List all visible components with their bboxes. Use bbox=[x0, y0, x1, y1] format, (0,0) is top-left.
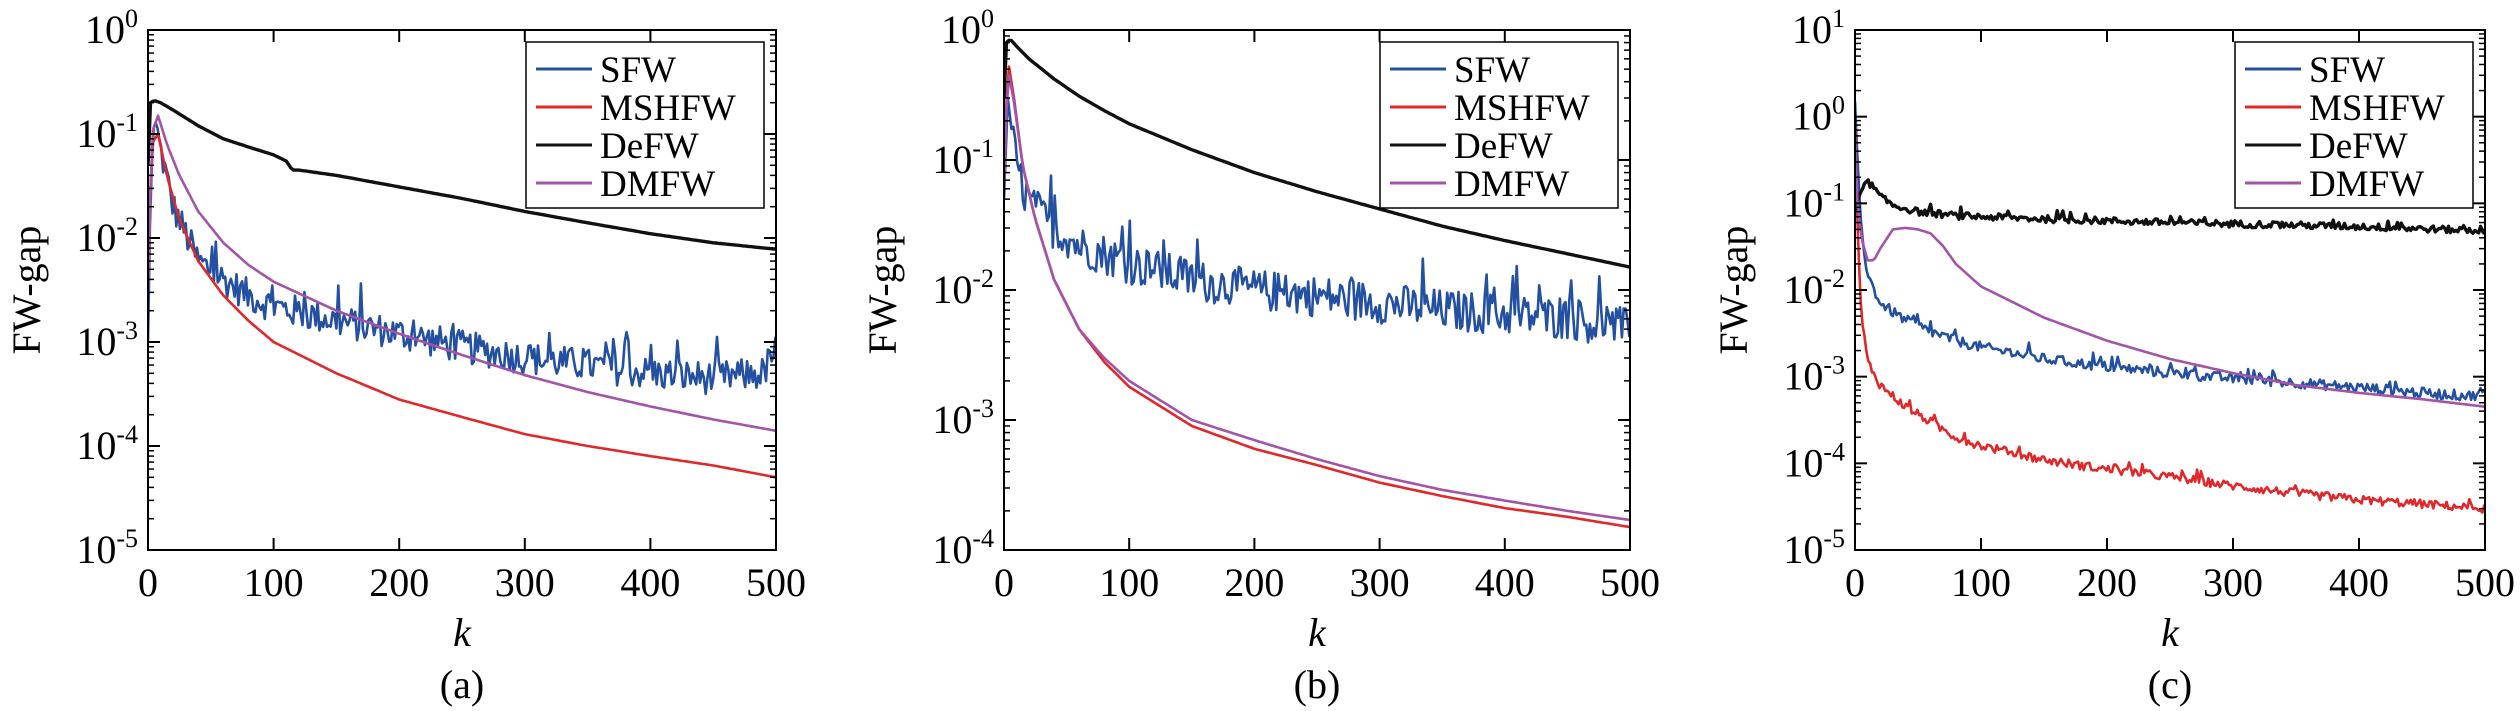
y-tick-label: 10-3 bbox=[932, 394, 994, 442]
x-tick-label: 300 bbox=[2203, 560, 2263, 605]
legend-label-defw: DeFW bbox=[1454, 126, 1553, 167]
axes-frame bbox=[147, 29, 777, 551]
panel-label: (c) bbox=[2148, 662, 2192, 707]
panel-c: 0 100 200 300 400 500 10-5 10-4 10-3 10-2 10-1 100 1… bbox=[1711, 4, 2515, 707]
legend-label-dmfw: DMFW bbox=[1454, 164, 1569, 205]
legend-label-mshfw: MSHFW bbox=[600, 88, 736, 129]
x-tick-label: 500 bbox=[746, 560, 806, 605]
x-tick-label: 500 bbox=[1600, 560, 1660, 605]
legend-label-mshfw: MSHFW bbox=[1454, 88, 1590, 129]
series-line-defw bbox=[1004, 38, 1630, 269]
y-tick-label: 10-4 bbox=[76, 420, 138, 468]
series-line-sfw bbox=[1855, 101, 2485, 402]
y-tick-label: 10-1 bbox=[76, 108, 138, 156]
x-tick-label: 500 bbox=[2455, 560, 2515, 605]
y-tick-label: 10-2 bbox=[932, 264, 994, 312]
panel-label: (a) bbox=[440, 662, 484, 707]
series-line-sfw bbox=[1004, 96, 1630, 344]
y-tick-label: 100 bbox=[941, 4, 994, 52]
x-tick-label: 100 bbox=[1099, 560, 1159, 605]
legend-label-sfw: SFW bbox=[2309, 50, 2385, 91]
y-tick-label: 101 bbox=[1792, 4, 1845, 52]
y-tick-label: 10-4 bbox=[932, 524, 994, 572]
x-axis-label: k bbox=[453, 610, 472, 655]
legend-label-dmfw: DMFW bbox=[600, 164, 715, 205]
y-tick-label: 10-3 bbox=[76, 316, 138, 364]
x-axis-label: k bbox=[2161, 610, 2180, 655]
x-tick-label: 0 bbox=[994, 560, 1014, 605]
series-line-defw bbox=[1855, 178, 2485, 235]
series-line-dmfw bbox=[148, 114, 776, 433]
x-tick-label: 300 bbox=[1350, 560, 1410, 605]
y-axis-label: FW-gap bbox=[4, 226, 49, 355]
y-axis-label: FW-gap bbox=[860, 226, 905, 355]
panel-a: 0 100 200 300 400 500 10-5 10-4 10-3 10-2 10-1 100 k… bbox=[4, 4, 806, 707]
panel-label: (b) bbox=[1294, 662, 1341, 707]
x-axis-label: k bbox=[1308, 610, 1327, 655]
legend-label-sfw: SFW bbox=[1454, 50, 1530, 91]
x-tick-label: 200 bbox=[1224, 560, 1284, 605]
y-tick-label: 100 bbox=[1792, 91, 1845, 139]
y-tick-label: 10-4 bbox=[1783, 437, 1845, 485]
panel-b: 0 100 200 300 400 500 10-4 10-3 10-2 10-1 100 k FW-g… bbox=[860, 4, 1660, 707]
y-tick-label: 10-3 bbox=[1783, 351, 1845, 399]
series-line-dmfw bbox=[1004, 74, 1630, 522]
x-tick-label: 400 bbox=[2329, 560, 2389, 605]
y-tick-label: 10-5 bbox=[1783, 524, 1845, 572]
x-tick-label: 0 bbox=[1845, 560, 1865, 605]
x-tick-label: 0 bbox=[138, 560, 158, 605]
x-tick-label: 100 bbox=[1951, 560, 2011, 605]
x-tick-label: 300 bbox=[495, 560, 555, 605]
x-tick-label: 200 bbox=[2077, 560, 2137, 605]
series-group bbox=[148, 99, 776, 479]
series-line-mshfw bbox=[1855, 125, 2485, 514]
legend-label-dmfw: DMFW bbox=[2309, 164, 2424, 205]
series-group bbox=[1855, 101, 2485, 514]
x-tick-label: 100 bbox=[244, 560, 304, 605]
legend-label-sfw: SFW bbox=[600, 50, 676, 91]
series-line-dmfw bbox=[1855, 142, 2485, 408]
y-tick-label: 10-2 bbox=[76, 212, 138, 260]
y-axis-label: FW-gap bbox=[1711, 226, 1756, 355]
series-line-mshfw bbox=[1004, 65, 1630, 529]
y-tick-label: 10-5 bbox=[76, 524, 138, 572]
legend-label-mshfw: MSHFW bbox=[2309, 88, 2445, 129]
series-line-defw bbox=[148, 99, 776, 251]
y-tick-label: 10-1 bbox=[1783, 177, 1845, 225]
series-line-mshfw bbox=[148, 132, 776, 479]
x-tick-label: 200 bbox=[369, 560, 429, 605]
y-tick-label: 10-2 bbox=[1783, 264, 1845, 312]
x-tick-label: 400 bbox=[620, 560, 680, 605]
legend-label-defw: DeFW bbox=[600, 126, 699, 167]
legend-label-defw: DeFW bbox=[2309, 126, 2408, 167]
y-tick-label: 100 bbox=[85, 4, 138, 52]
series-line-sfw bbox=[148, 121, 776, 396]
series-group bbox=[1004, 38, 1630, 529]
x-tick-label: 400 bbox=[1475, 560, 1535, 605]
y-tick-label: 10-1 bbox=[932, 134, 994, 182]
